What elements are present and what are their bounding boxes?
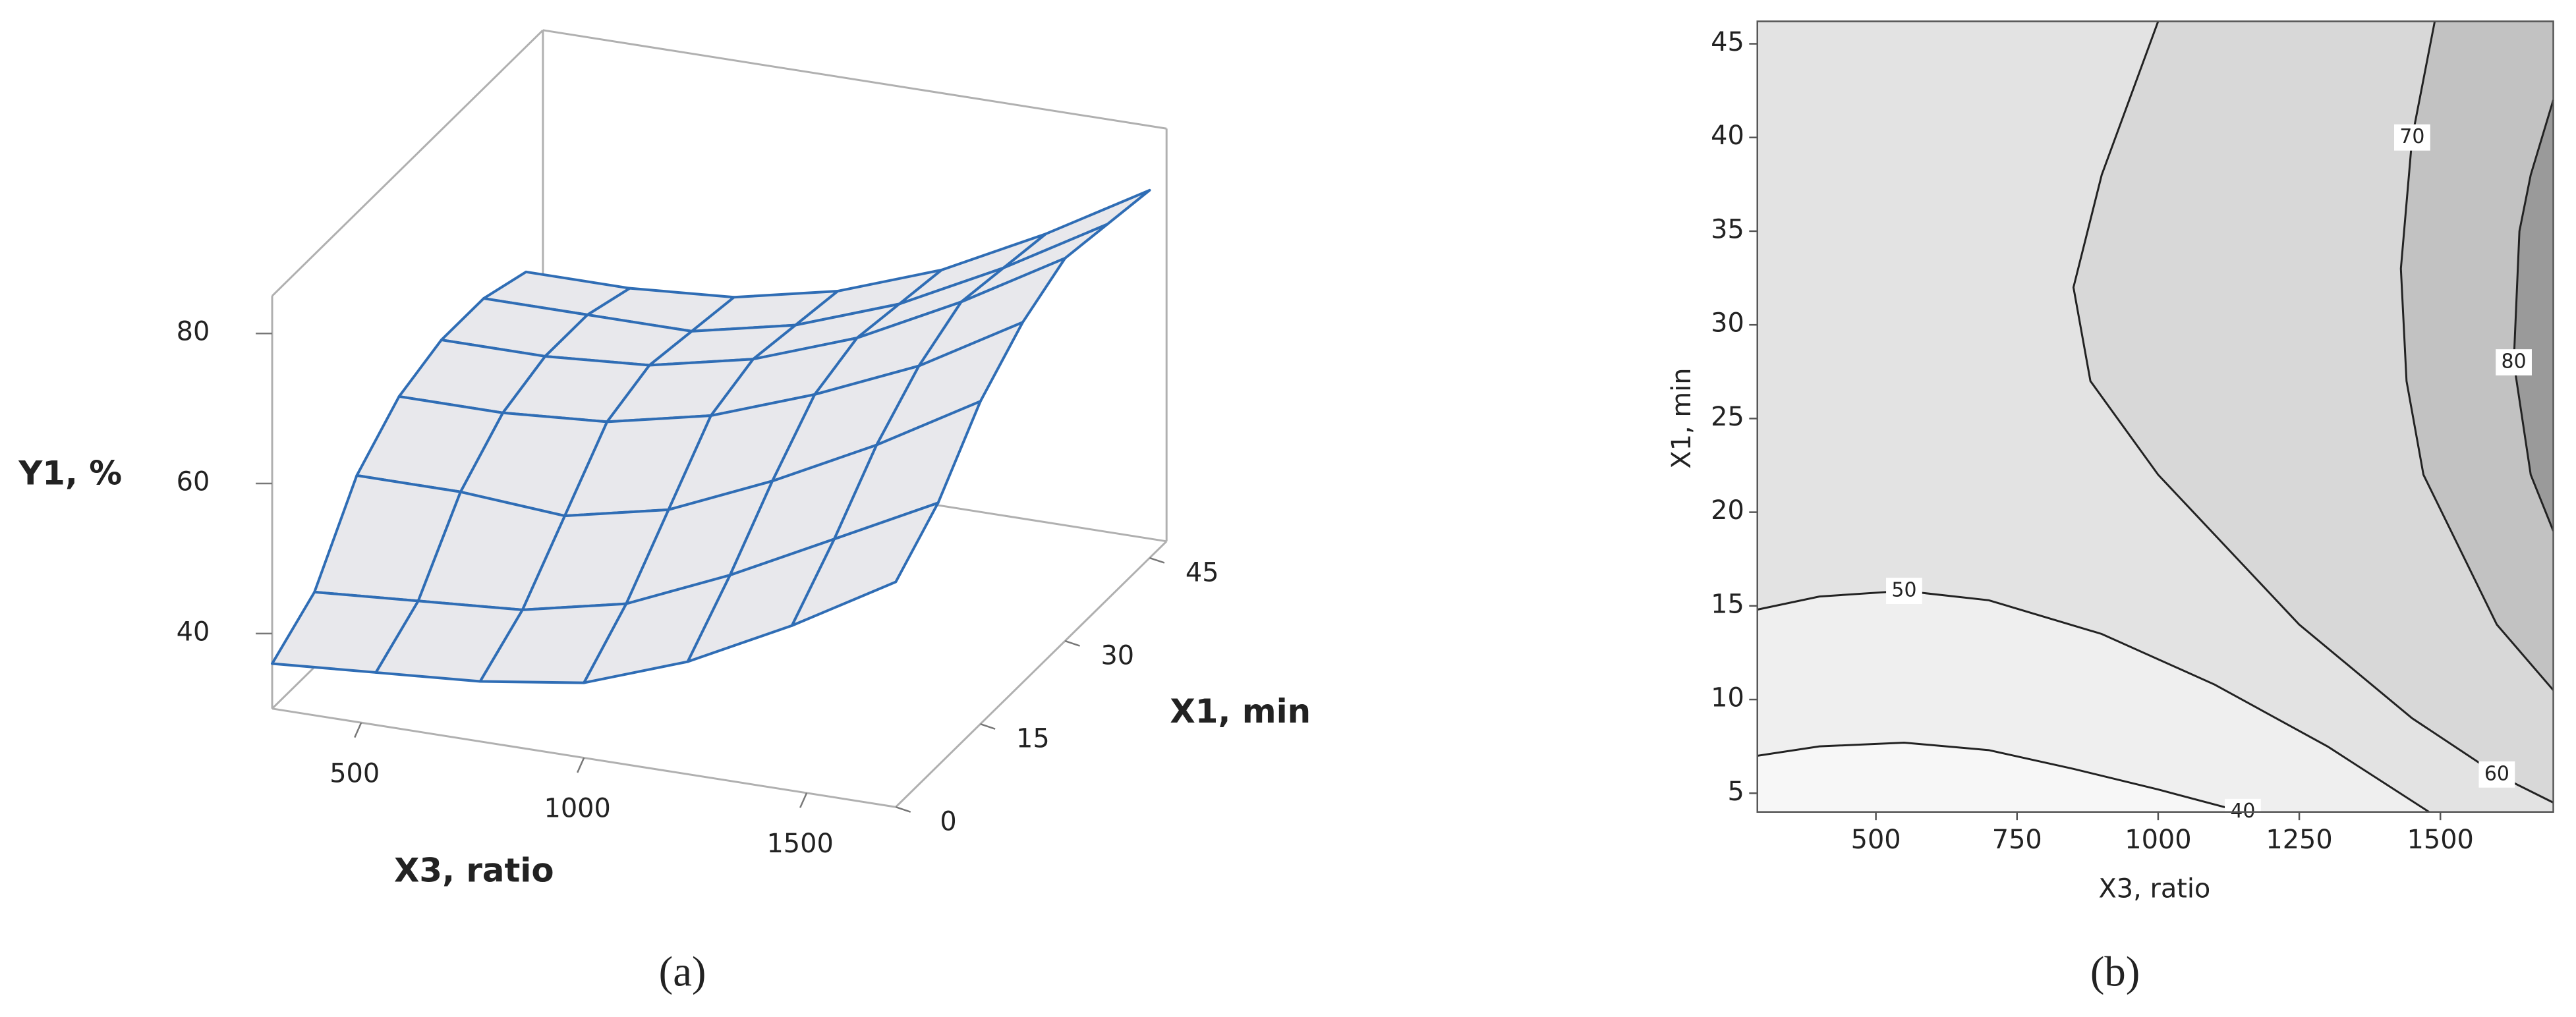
x-tick — [577, 757, 585, 773]
contour-label: 50 — [1891, 579, 1916, 602]
x-tick-label: 1500 — [2407, 825, 2474, 855]
y-axis-title: X1, min — [1170, 692, 1311, 730]
y-tick-label: 20 — [1711, 495, 1744, 526]
x-axis-title: X3, ratio — [2098, 874, 2210, 904]
box-edge — [895, 540, 1168, 808]
z-axis-title: Y1, % — [18, 454, 122, 493]
y-axis-title: X1, min — [1667, 368, 1697, 469]
z-tick-label: 80 — [177, 317, 210, 347]
y-tick-label: 40 — [1711, 121, 1744, 151]
y-tick-label: 15 — [1016, 724, 1050, 754]
z-tick-label: 40 — [177, 617, 210, 647]
contour-line — [1757, 590, 2430, 813]
z-tick-label: 60 — [177, 467, 210, 497]
contour-label-box — [2496, 349, 2532, 375]
x-tick — [354, 722, 362, 738]
plot-frame — [1756, 20, 2554, 813]
contour-label-box — [1886, 578, 1922, 604]
surface-patch — [1002, 188, 1151, 269]
x-tick-label: 1500 — [766, 829, 833, 859]
y-tick-label: 30 — [1101, 640, 1134, 671]
box-edge — [271, 29, 544, 297]
y-tick-label: 0 — [940, 807, 956, 837]
x-tick-label: 1250 — [2266, 825, 2332, 855]
x-tick-label: 500 — [1851, 825, 1901, 855]
y-tick-label: 45 — [1186, 557, 1219, 588]
contour-label: 70 — [2399, 125, 2424, 148]
y-tick — [1149, 557, 1165, 564]
contour-line — [2513, 99, 2554, 532]
y-tick — [1064, 640, 1080, 647]
contour-label-box — [2393, 124, 2430, 151]
caption: (b) — [2090, 948, 2140, 996]
y-tick-label: 15 — [1711, 589, 1744, 619]
y-tick-label: 10 — [1711, 683, 1744, 713]
contour-band — [2401, 21, 2554, 812]
caption: (a) — [659, 948, 706, 996]
x-tick-label: 1000 — [2125, 825, 2191, 855]
contour-label: 80 — [2502, 350, 2527, 373]
y-tick — [980, 723, 996, 730]
y-tick-label: 45 — [1711, 27, 1744, 57]
y-tick-label: 30 — [1711, 308, 1744, 339]
y-tick — [895, 806, 911, 813]
contour-label: 60 — [2484, 762, 2509, 785]
y-tick-label: 35 — [1711, 214, 1744, 244]
box-edge — [542, 29, 1167, 130]
contour-label-box — [2478, 761, 2515, 788]
contour-line — [2072, 20, 2554, 804]
x-axis-title: X3, ratio — [394, 851, 554, 889]
y-tick-label: 25 — [1711, 402, 1744, 432]
y-tick-label: 5 — [1727, 777, 1744, 807]
x-tick-label: 1000 — [544, 794, 611, 824]
x-tick-label: 750 — [1992, 825, 2042, 855]
contour-line — [1757, 741, 2243, 813]
contour-band — [1757, 742, 2243, 812]
contour-band — [2513, 21, 2554, 812]
x-tick — [799, 792, 808, 808]
surface-patch — [790, 501, 940, 627]
x-tick-label: 500 — [329, 758, 380, 788]
